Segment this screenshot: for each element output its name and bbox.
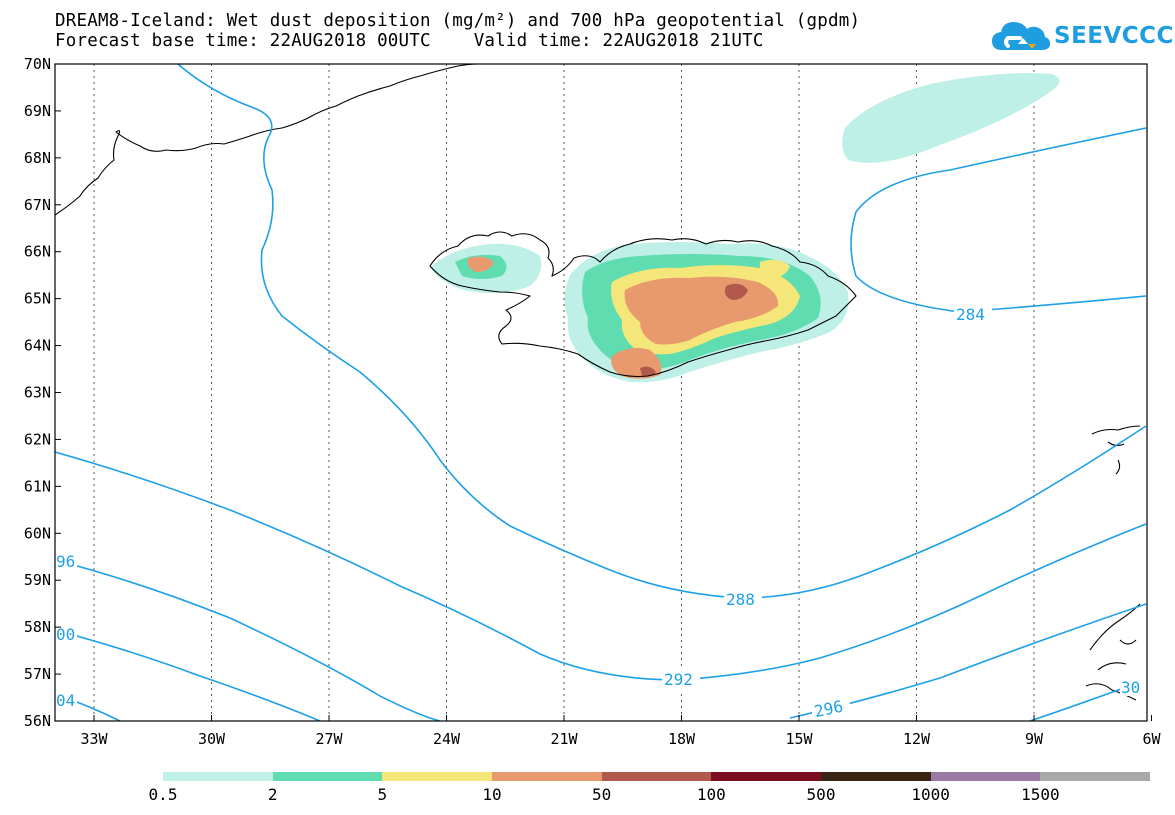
longitude-labels: 33W 30W 27W 24W 21W 18W 15W 12W 9W 6W bbox=[80, 715, 1161, 748]
lon-label: 24W bbox=[433, 730, 461, 748]
legend-swatch bbox=[930, 772, 1041, 781]
legend-label: 500 bbox=[806, 785, 836, 804]
lat-label: 57N bbox=[24, 665, 51, 683]
legend-swatch bbox=[1040, 772, 1151, 781]
gridlines bbox=[93, 64, 1035, 721]
contour-284 bbox=[850, 127, 1147, 313]
lat-label: 69N bbox=[24, 102, 51, 120]
lat-label: 60N bbox=[24, 524, 51, 542]
lon-label: 15W bbox=[785, 730, 813, 748]
coastline-scotland bbox=[1085, 603, 1141, 701]
lat-label: 62N bbox=[24, 430, 51, 448]
legend-label: 0.5 bbox=[148, 785, 178, 804]
lat-label: 61N bbox=[24, 477, 51, 495]
lat-label: 58N bbox=[24, 618, 51, 636]
legend-swatch bbox=[382, 772, 493, 781]
lon-label: 6W bbox=[1142, 730, 1161, 748]
lat-label: 59N bbox=[24, 571, 51, 589]
legend-label: 5 bbox=[377, 785, 388, 804]
contour-label-288: 288 bbox=[726, 590, 755, 609]
legend-label: 100 bbox=[696, 785, 726, 804]
map-plot-area bbox=[55, 64, 1147, 721]
seevccc-logo: SEEVCCC bbox=[990, 16, 1173, 56]
lon-label: 18W bbox=[668, 730, 696, 748]
latitude-labels: 70N 69N 68N 67N 66N 65N 64N 63N 62N 61N 60N 59N 58N 5… bbox=[24, 55, 61, 730]
lon-label: 30W bbox=[198, 730, 226, 748]
lat-label: 66N bbox=[24, 243, 51, 261]
legend-label: 1000 bbox=[911, 785, 950, 804]
dust-patch-greenland-sea bbox=[842, 73, 1060, 163]
contour-labels: 284 288 292 296 96 00 04 30 bbox=[55, 303, 1146, 721]
legend-label: 10 bbox=[482, 785, 502, 804]
lat-label: 56N bbox=[24, 712, 51, 730]
contour-label-284: 284 bbox=[956, 305, 985, 324]
legend-swatch bbox=[163, 772, 273, 781]
logo-text: SEEVCCC bbox=[1054, 23, 1174, 49]
lat-label: 67N bbox=[24, 196, 51, 214]
contour-label-300-right: 30 bbox=[1121, 678, 1140, 697]
lat-label: 65N bbox=[24, 290, 51, 308]
contour-300 bbox=[55, 629, 321, 721]
lat-label: 70N bbox=[24, 55, 51, 73]
legend-label: 1500 bbox=[1021, 785, 1060, 804]
legend-swatch bbox=[711, 772, 822, 781]
legend-swatch bbox=[492, 772, 602, 781]
contour-label-300-left: 00 bbox=[56, 625, 75, 644]
geopotential-contours bbox=[55, 64, 1147, 721]
lon-label: 12W bbox=[903, 730, 931, 748]
cloud-icon bbox=[992, 22, 1051, 50]
lon-label: 9W bbox=[1025, 730, 1044, 748]
coastline-iceland bbox=[429, 231, 857, 378]
contour-label-292: 292 bbox=[664, 670, 693, 689]
legend-swatch bbox=[272, 772, 383, 781]
lat-label: 63N bbox=[24, 384, 51, 402]
contour-292 bbox=[55, 451, 1147, 681]
lat-label: 64N bbox=[24, 337, 51, 355]
legend-swatch bbox=[601, 772, 712, 781]
coastlines bbox=[55, 64, 1141, 701]
lat-label: 68N bbox=[24, 149, 51, 167]
contour-288 bbox=[177, 64, 1147, 599]
title-line-1: DREAM8-Iceland: Wet dust deposition (mg/… bbox=[55, 11, 861, 31]
title-line-2: Forecast base time: 22AUG2018 00UTC Vali… bbox=[55, 31, 764, 51]
contour-label-296-left: 96 bbox=[56, 552, 75, 571]
lon-label: 21W bbox=[550, 730, 578, 748]
lon-label: 27W bbox=[315, 730, 343, 748]
coastline-greenland bbox=[55, 64, 479, 216]
legend-label: 2 bbox=[267, 785, 278, 804]
dust-shading-iceland bbox=[430, 242, 849, 383]
legend-swatch bbox=[821, 772, 931, 781]
contour-label-304-left: 04 bbox=[56, 691, 75, 710]
lon-label: 33W bbox=[80, 730, 108, 748]
color-legend bbox=[163, 772, 1151, 781]
legend-label: 50 bbox=[592, 785, 612, 804]
